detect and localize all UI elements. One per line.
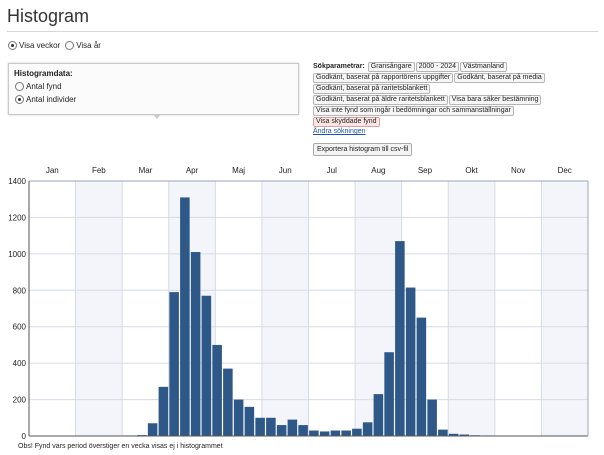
param-tag[interactable]: Visa inte fynd som ingår i bedömningar o…: [313, 106, 514, 116]
histogram-bar: [330, 430, 341, 436]
radio-unchecked-icon[interactable]: [65, 41, 75, 51]
histogram-bar: [223, 368, 233, 436]
histogram-bar: [405, 287, 416, 436]
histogram-bar: [362, 422, 373, 436]
month-label: Dec: [558, 166, 572, 175]
y-tick-label: 800: [13, 286, 27, 295]
y-tick-label: 600: [13, 323, 27, 332]
month-label: Mar: [139, 166, 153, 175]
histogram-bar: [201, 295, 212, 436]
export-csv-button[interactable]: Exportera histogram till csv-fil: [313, 143, 413, 156]
page-title: Histogram: [7, 6, 90, 26]
histogram-bar: [416, 317, 427, 436]
title-divider: [7, 31, 598, 32]
search-parameters: Sökparametrar: Gransångare 2000 - 2024 Väst…: [313, 62, 598, 138]
month-label: Jan: [46, 166, 59, 175]
histogram-bar: [266, 417, 276, 436]
month-label: Apr: [186, 166, 199, 175]
radio-visa-veckor[interactable]: Visa veckor: [8, 41, 61, 51]
histogram-bar: [459, 434, 470, 436]
panel-pointer-arrow: [153, 114, 161, 119]
histogram-bar: [352, 428, 362, 436]
month-label: Okt: [465, 166, 478, 175]
histogram-bar: [319, 431, 330, 436]
histogram-bar: [180, 197, 190, 436]
radio-antal-individer[interactable]: Antal individer: [15, 95, 76, 104]
y-tick-label: 1200: [8, 213, 26, 222]
y-tick-label: 1400: [8, 177, 26, 186]
histogram-bar: [212, 344, 222, 436]
month-band: [261, 181, 309, 436]
month-band: [541, 181, 588, 436]
histogram-bar: [448, 433, 459, 436]
radio-antal-individer-label[interactable]: Antal individer: [26, 95, 77, 104]
month-band: [355, 181, 402, 436]
param-tag[interactable]: Visa bara säker bestämning: [448, 95, 542, 105]
month-label: Sep: [418, 166, 433, 175]
param-tag[interactable]: Gransångare: [367, 62, 415, 72]
radio-visa-ar[interactable]: Visa år: [65, 41, 101, 51]
param-tag[interactable]: 2000 - 2024: [415, 62, 459, 72]
month-label: Jun: [279, 166, 292, 175]
month-label: Nov: [511, 166, 525, 175]
y-tick-label: 400: [13, 359, 27, 368]
histogram-bar: [169, 292, 179, 436]
histogram-bar: [255, 417, 265, 436]
radio-antal-fynd[interactable]: Antal fynd: [15, 82, 62, 91]
histogram-bar: [384, 352, 394, 436]
y-tick-label: 1000: [8, 250, 26, 259]
histogram-chart: 0 200 400 600 800 1000 1200 1400 Jan Feb Mar Apr Maj…: [8, 166, 589, 441]
month-label: Jul: [327, 166, 337, 175]
radio-checked-icon[interactable]: [15, 95, 24, 104]
param-tag[interactable]: Godkänt, baserat på raritetsblankett: [313, 84, 431, 94]
view-options: Visa veckor Visa år: [8, 41, 101, 51]
radio-antal-fynd-label[interactable]: Antal fynd: [26, 82, 62, 91]
param-tag[interactable]: Godkänt, baserat på äldre raritetsblanke…: [313, 95, 448, 105]
month-band: [75, 181, 123, 436]
month-label: Feb: [92, 166, 106, 175]
histogram-bar: [341, 430, 351, 436]
histogram-bar: [287, 419, 298, 436]
radio-unchecked-icon[interactable]: [15, 82, 24, 91]
histogram-bar: [244, 406, 255, 436]
radio-visa-ar-label[interactable]: Visa år: [76, 41, 101, 50]
search-parameters-label: Sökparametrar:: [313, 63, 365, 70]
month-band: [448, 181, 495, 436]
histogram-bar: [233, 399, 244, 436]
histogram-bar: [395, 241, 405, 436]
histogram-data-panel: Histogramdata: Antal fynd Antal individe…: [8, 63, 299, 119]
histogram-bar: [373, 394, 384, 436]
histogram-data-title: Histogramdata:: [14, 69, 73, 78]
param-tag-protected[interactable]: Visa skyddade fynd: [313, 117, 380, 127]
y-tick-label: 0: [22, 432, 27, 441]
footnote: Obs! Fynd vars period överstiger en veck…: [18, 443, 223, 450]
histogram-bar: [276, 425, 287, 436]
param-tag[interactable]: Godkänt, baserat på rapportörens uppgift…: [313, 73, 454, 83]
change-search-link[interactable]: Ändra sökningen: [313, 128, 366, 135]
param-tag[interactable]: Västmanland: [459, 62, 507, 72]
param-tag[interactable]: Godkänt, baserat på media: [454, 73, 545, 83]
histogram-bar: [158, 386, 169, 436]
histogram-bar: [190, 252, 201, 436]
histogram-bar: [147, 423, 158, 436]
month-label: Aug: [371, 166, 385, 175]
radio-visa-veckor-label[interactable]: Visa veckor: [19, 41, 61, 50]
histogram-bar: [438, 429, 448, 436]
y-tick-label: 200: [13, 396, 27, 405]
histogram-bar: [298, 425, 308, 436]
month-label: Maj: [232, 166, 245, 175]
histogram-bar: [427, 399, 437, 436]
radio-checked-icon[interactable]: [8, 41, 17, 51]
histogram-bar: [309, 430, 319, 436]
